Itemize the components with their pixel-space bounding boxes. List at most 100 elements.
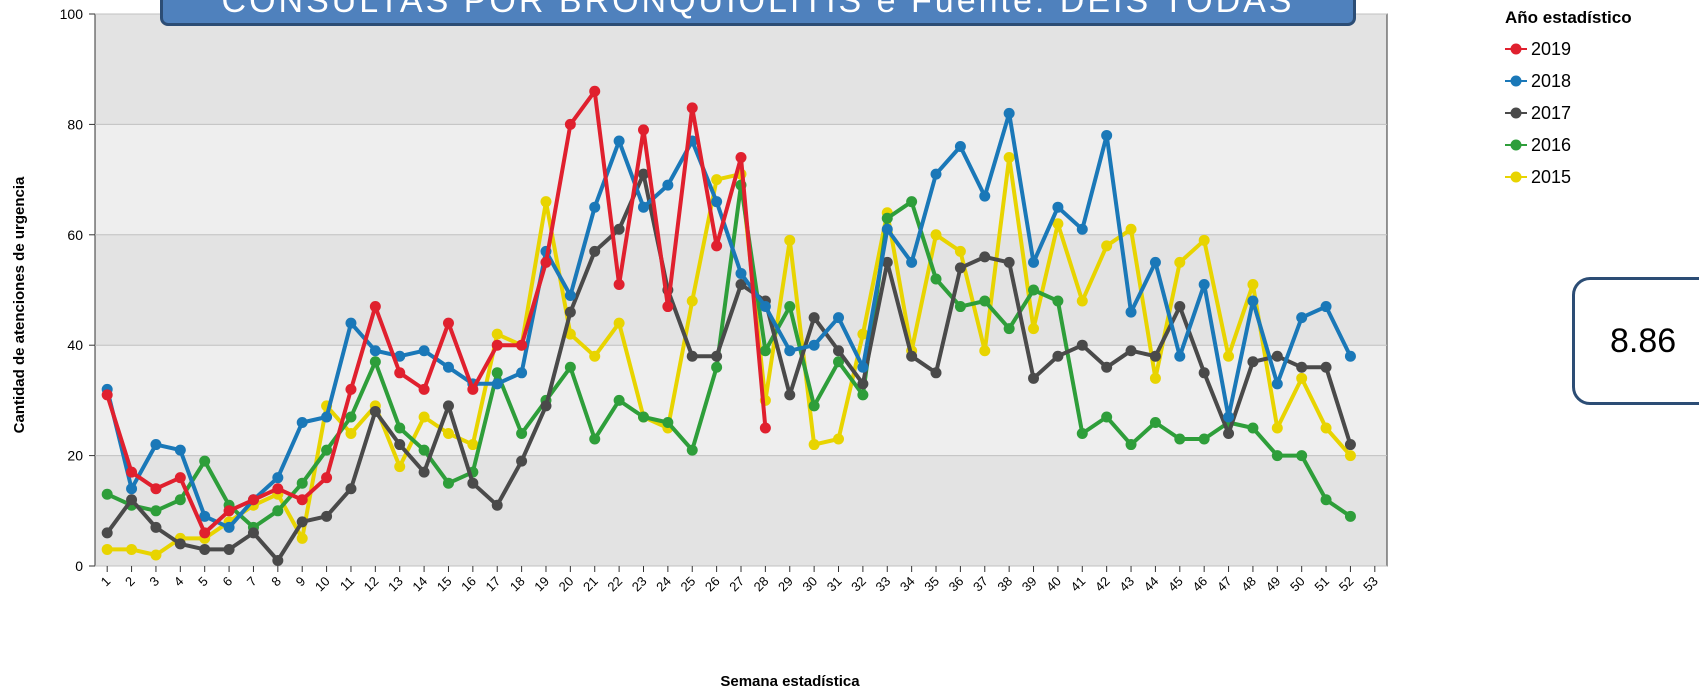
data-point [150,521,162,533]
x-tick-label: 27 [726,574,747,595]
data-point [1320,422,1332,434]
chart-title-banner: CONSULTAS POR BRONQUIOLITIS e Fuente: DE… [160,0,1356,26]
data-point [321,472,333,484]
data-point [1003,323,1015,335]
data-point [1149,350,1161,362]
data-point [540,256,552,268]
data-point [589,350,601,362]
data-point [613,135,625,147]
data-point [345,428,357,440]
data-point [711,196,723,208]
data-point [369,356,381,368]
series-2017 [101,168,1356,566]
x-tick-label: 43 [1116,574,1137,595]
x-tick-label: 26 [702,574,723,595]
x-tick-label: 40 [1043,574,1064,595]
legend-item-2017[interactable]: 2017 [1505,97,1632,129]
legend-item-2019[interactable]: 2019 [1505,33,1632,65]
x-tick-label: 3 [146,574,162,590]
data-point [686,444,698,456]
data-point [637,124,649,136]
data-point [272,505,284,517]
data-point [589,85,601,97]
plot-bands [96,14,1386,566]
data-point [418,383,430,395]
data-point [101,389,113,401]
data-point [637,201,649,213]
data-point [930,229,942,241]
data-point [199,455,211,467]
x-tick-label: 20 [556,574,577,595]
y-tick-label: 100 [60,6,84,22]
data-point [930,168,942,180]
data-point [1125,223,1137,235]
data-point [150,483,162,495]
data-point [491,328,503,340]
x-tick-label: 2 [122,574,138,590]
data-point [1076,223,1088,235]
data-point [442,317,454,329]
data-point [296,494,308,506]
data-point [564,361,576,373]
data-point [589,245,601,257]
data-point [247,494,259,506]
x-tick-label: 52 [1336,574,1357,595]
data-point [126,494,138,506]
data-point [1003,152,1015,164]
legend-item-2016[interactable]: 2016 [1505,129,1632,161]
data-point [613,278,625,290]
data-point [272,472,284,484]
data-point [833,345,845,357]
data-point [491,367,503,379]
x-tick-label: 19 [531,574,552,595]
data-point [954,140,966,152]
data-point [516,455,528,467]
data-point [516,428,528,440]
data-point [808,400,820,412]
data-point [808,339,820,351]
data-point [394,422,406,434]
data-point [1101,361,1113,373]
data-point [784,389,796,401]
data-point [321,444,333,456]
data-point [1247,422,1259,434]
data-point [954,262,966,274]
x-tick-label: 53 [1360,574,1381,595]
x-tick-label: 6 [219,574,235,590]
data-point [491,339,503,351]
data-point [1125,345,1137,357]
legend-label: 2019 [1531,38,1572,59]
data-point [101,543,113,555]
data-point [1271,378,1283,390]
data-point [686,350,698,362]
y-tick-label: 60 [67,227,83,243]
data-point [467,383,479,395]
plot-band [96,345,1386,456]
legend-item-2015[interactable]: 2015 [1505,161,1632,193]
data-point [979,345,991,357]
data-point [686,102,698,114]
data-point [564,306,576,318]
data-point [101,488,113,500]
legend-item-2018[interactable]: 2018 [1505,65,1632,97]
x-tick-label: 13 [385,574,406,595]
data-point [759,422,771,434]
series-line [106,183,1352,530]
legend: Año estadístico 2019 2018 2017 2016 2015 [1505,8,1632,193]
x-tick-label: 21 [580,574,601,595]
data-point [1344,510,1356,522]
x-tick-label: 35 [921,574,942,595]
data-point [1344,350,1356,362]
data-point [1149,256,1161,268]
x-tick-label: 47 [1214,574,1235,595]
data-point [540,400,552,412]
data-point [881,212,893,224]
data-point [1174,256,1186,268]
data-point [1028,372,1040,384]
data-point [881,223,893,235]
data-point [1344,439,1356,451]
data-point [808,312,820,324]
data-point [637,168,649,180]
data-point [637,411,649,423]
data-point [174,538,186,550]
